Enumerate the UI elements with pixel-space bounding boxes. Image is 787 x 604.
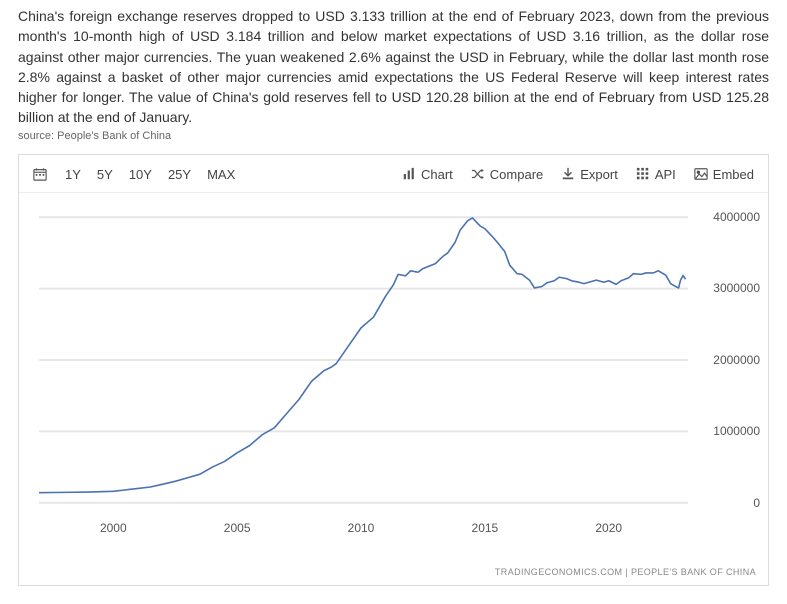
- range-max[interactable]: MAX: [207, 167, 235, 182]
- y-tick-label: 3000000: [713, 281, 760, 295]
- x-tick-label: 2000: [100, 521, 127, 535]
- plot-region[interactable]: [39, 203, 688, 517]
- y-tick-label: 4000000: [713, 210, 760, 224]
- chart-type-label: Chart: [421, 167, 453, 182]
- image-icon: [694, 167, 708, 181]
- y-axis-labels: 0 1000000 2000000 3000000 4000000: [692, 203, 760, 517]
- x-tick-label: 2005: [224, 521, 251, 535]
- embed-button[interactable]: Embed: [694, 167, 754, 182]
- range-25y[interactable]: 25Y: [168, 167, 191, 182]
- chart-frame: 1Y 5Y 10Y 25Y MAX Chart Compare Export A…: [18, 154, 769, 586]
- tool-group: Chart Compare Export API Embed: [402, 167, 754, 182]
- api-button[interactable]: API: [636, 167, 676, 182]
- grid-icon: [636, 167, 650, 181]
- compare-button[interactable]: Compare: [471, 167, 543, 182]
- chart-type-button[interactable]: Chart: [402, 167, 453, 182]
- chart-toolbar: 1Y 5Y 10Y 25Y MAX Chart Compare Export A…: [19, 155, 768, 193]
- range-1y[interactable]: 1Y: [65, 167, 81, 182]
- chart-area: 01000000200000030000004000000 2000200520…: [19, 193, 768, 563]
- x-axis-labels: 2000 2005 2010 2015 2020: [39, 521, 688, 539]
- y-tick-label: 1000000: [713, 424, 760, 438]
- y-tick-label: 2000000: [713, 353, 760, 367]
- export-label: Export: [580, 167, 618, 182]
- source-line: source: People's Bank of China: [18, 130, 769, 142]
- shuffle-icon: [471, 167, 485, 181]
- bar-chart-icon: [402, 167, 416, 181]
- embed-label: Embed: [713, 167, 754, 182]
- compare-label: Compare: [490, 167, 543, 182]
- description-text: China's foreign exchange reserves droppe…: [18, 6, 769, 128]
- y-tick-label: 0: [753, 496, 760, 510]
- export-button[interactable]: Export: [561, 167, 618, 182]
- x-tick-label: 2015: [472, 521, 499, 535]
- x-tick-label: 2020: [595, 521, 622, 535]
- range-5y[interactable]: 5Y: [97, 167, 113, 182]
- download-icon: [561, 167, 575, 181]
- range-10y[interactable]: 10Y: [129, 167, 152, 182]
- attribution: TRADINGECONOMICS.COM | PEOPLE'S BANK OF …: [19, 563, 768, 585]
- calendar-icon[interactable]: [33, 167, 47, 181]
- range-group: 1Y 5Y 10Y 25Y MAX: [65, 167, 235, 182]
- x-tick-label: 2010: [348, 521, 375, 535]
- api-label: API: [655, 167, 676, 182]
